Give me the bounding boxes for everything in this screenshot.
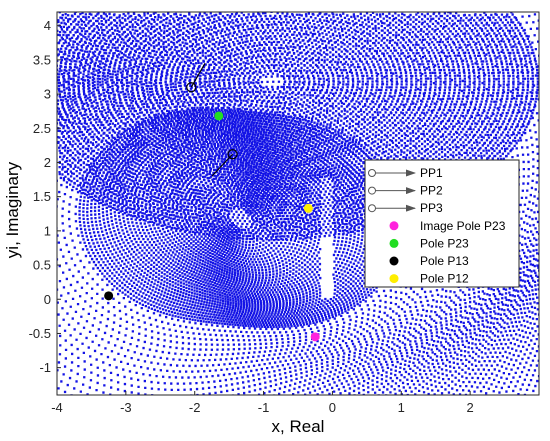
y-tick-label: 3.5	[33, 52, 51, 67]
y-tick-label: -1	[39, 360, 51, 375]
vector-field	[57, 12, 539, 395]
legend-label-pole-p23: Pole P23	[420, 236, 469, 250]
x-tick-label: -4	[51, 400, 63, 415]
path-start-marker-1	[186, 82, 197, 93]
pole-p12-marker	[303, 203, 313, 213]
y-tick-label: 2	[44, 155, 51, 170]
y-tick-label: 0.5	[33, 258, 51, 273]
x-tick-label: 1	[398, 400, 405, 415]
y-axis: -1 -0.5 0 0.5 1 1.5 2 2.5 3 3.5 4	[29, 18, 61, 375]
legend-label-pole-p12: Pole P12	[420, 272, 469, 286]
plot-frame	[56, 11, 540, 396]
y-tick-label: 3	[44, 87, 51, 102]
pole-markers	[104, 111, 320, 342]
pole-p13-marker	[104, 291, 114, 301]
image-pole-p23-marker	[310, 332, 320, 342]
legend-marker-pole-p12	[389, 274, 399, 284]
legend-label-pp2: PP2	[420, 184, 443, 198]
legend-marker-pole-p13	[389, 256, 399, 266]
x-tick-label: 0	[329, 400, 336, 415]
x-tick-label: -2	[189, 400, 201, 415]
y-tick-label: -0.5	[29, 326, 51, 341]
y-tick-label: 4	[44, 18, 51, 33]
y-axis-title: yi, Imaginary	[3, 161, 22, 258]
legend-label-image-pole-p23: Image Pole P23	[420, 219, 506, 233]
path-start-marker-2	[227, 149, 238, 160]
legend: PP1 PP2 PP3 Image Pole P23 Pole P23 Pole P13 P…	[364, 159, 520, 288]
legend-marker-image-pole-p23	[389, 221, 399, 231]
field-points	[57, 12, 539, 395]
legend-marker-pole-p23	[389, 238, 399, 248]
x-tick-label: 2	[467, 400, 474, 415]
y-tick-label: 2.5	[33, 121, 51, 136]
x-tick-label: -1	[258, 400, 270, 415]
y-tick-label: 1	[44, 223, 51, 238]
x-axis: -4 -3 -2 -1 0 1 2	[51, 391, 474, 415]
x-axis-title: x, Real	[272, 417, 325, 436]
legend-label-pp3: PP3	[420, 201, 443, 215]
y-tick-label: 0	[44, 292, 51, 307]
legend-label-pp1: PP1	[420, 166, 443, 180]
legend-label-pole-p13: Pole P13	[420, 254, 469, 268]
pole-p23-marker	[214, 111, 224, 121]
pole-paths	[186, 62, 238, 177]
y-tick-label: 1.5	[33, 189, 51, 204]
x-tick-label: -3	[120, 400, 132, 415]
